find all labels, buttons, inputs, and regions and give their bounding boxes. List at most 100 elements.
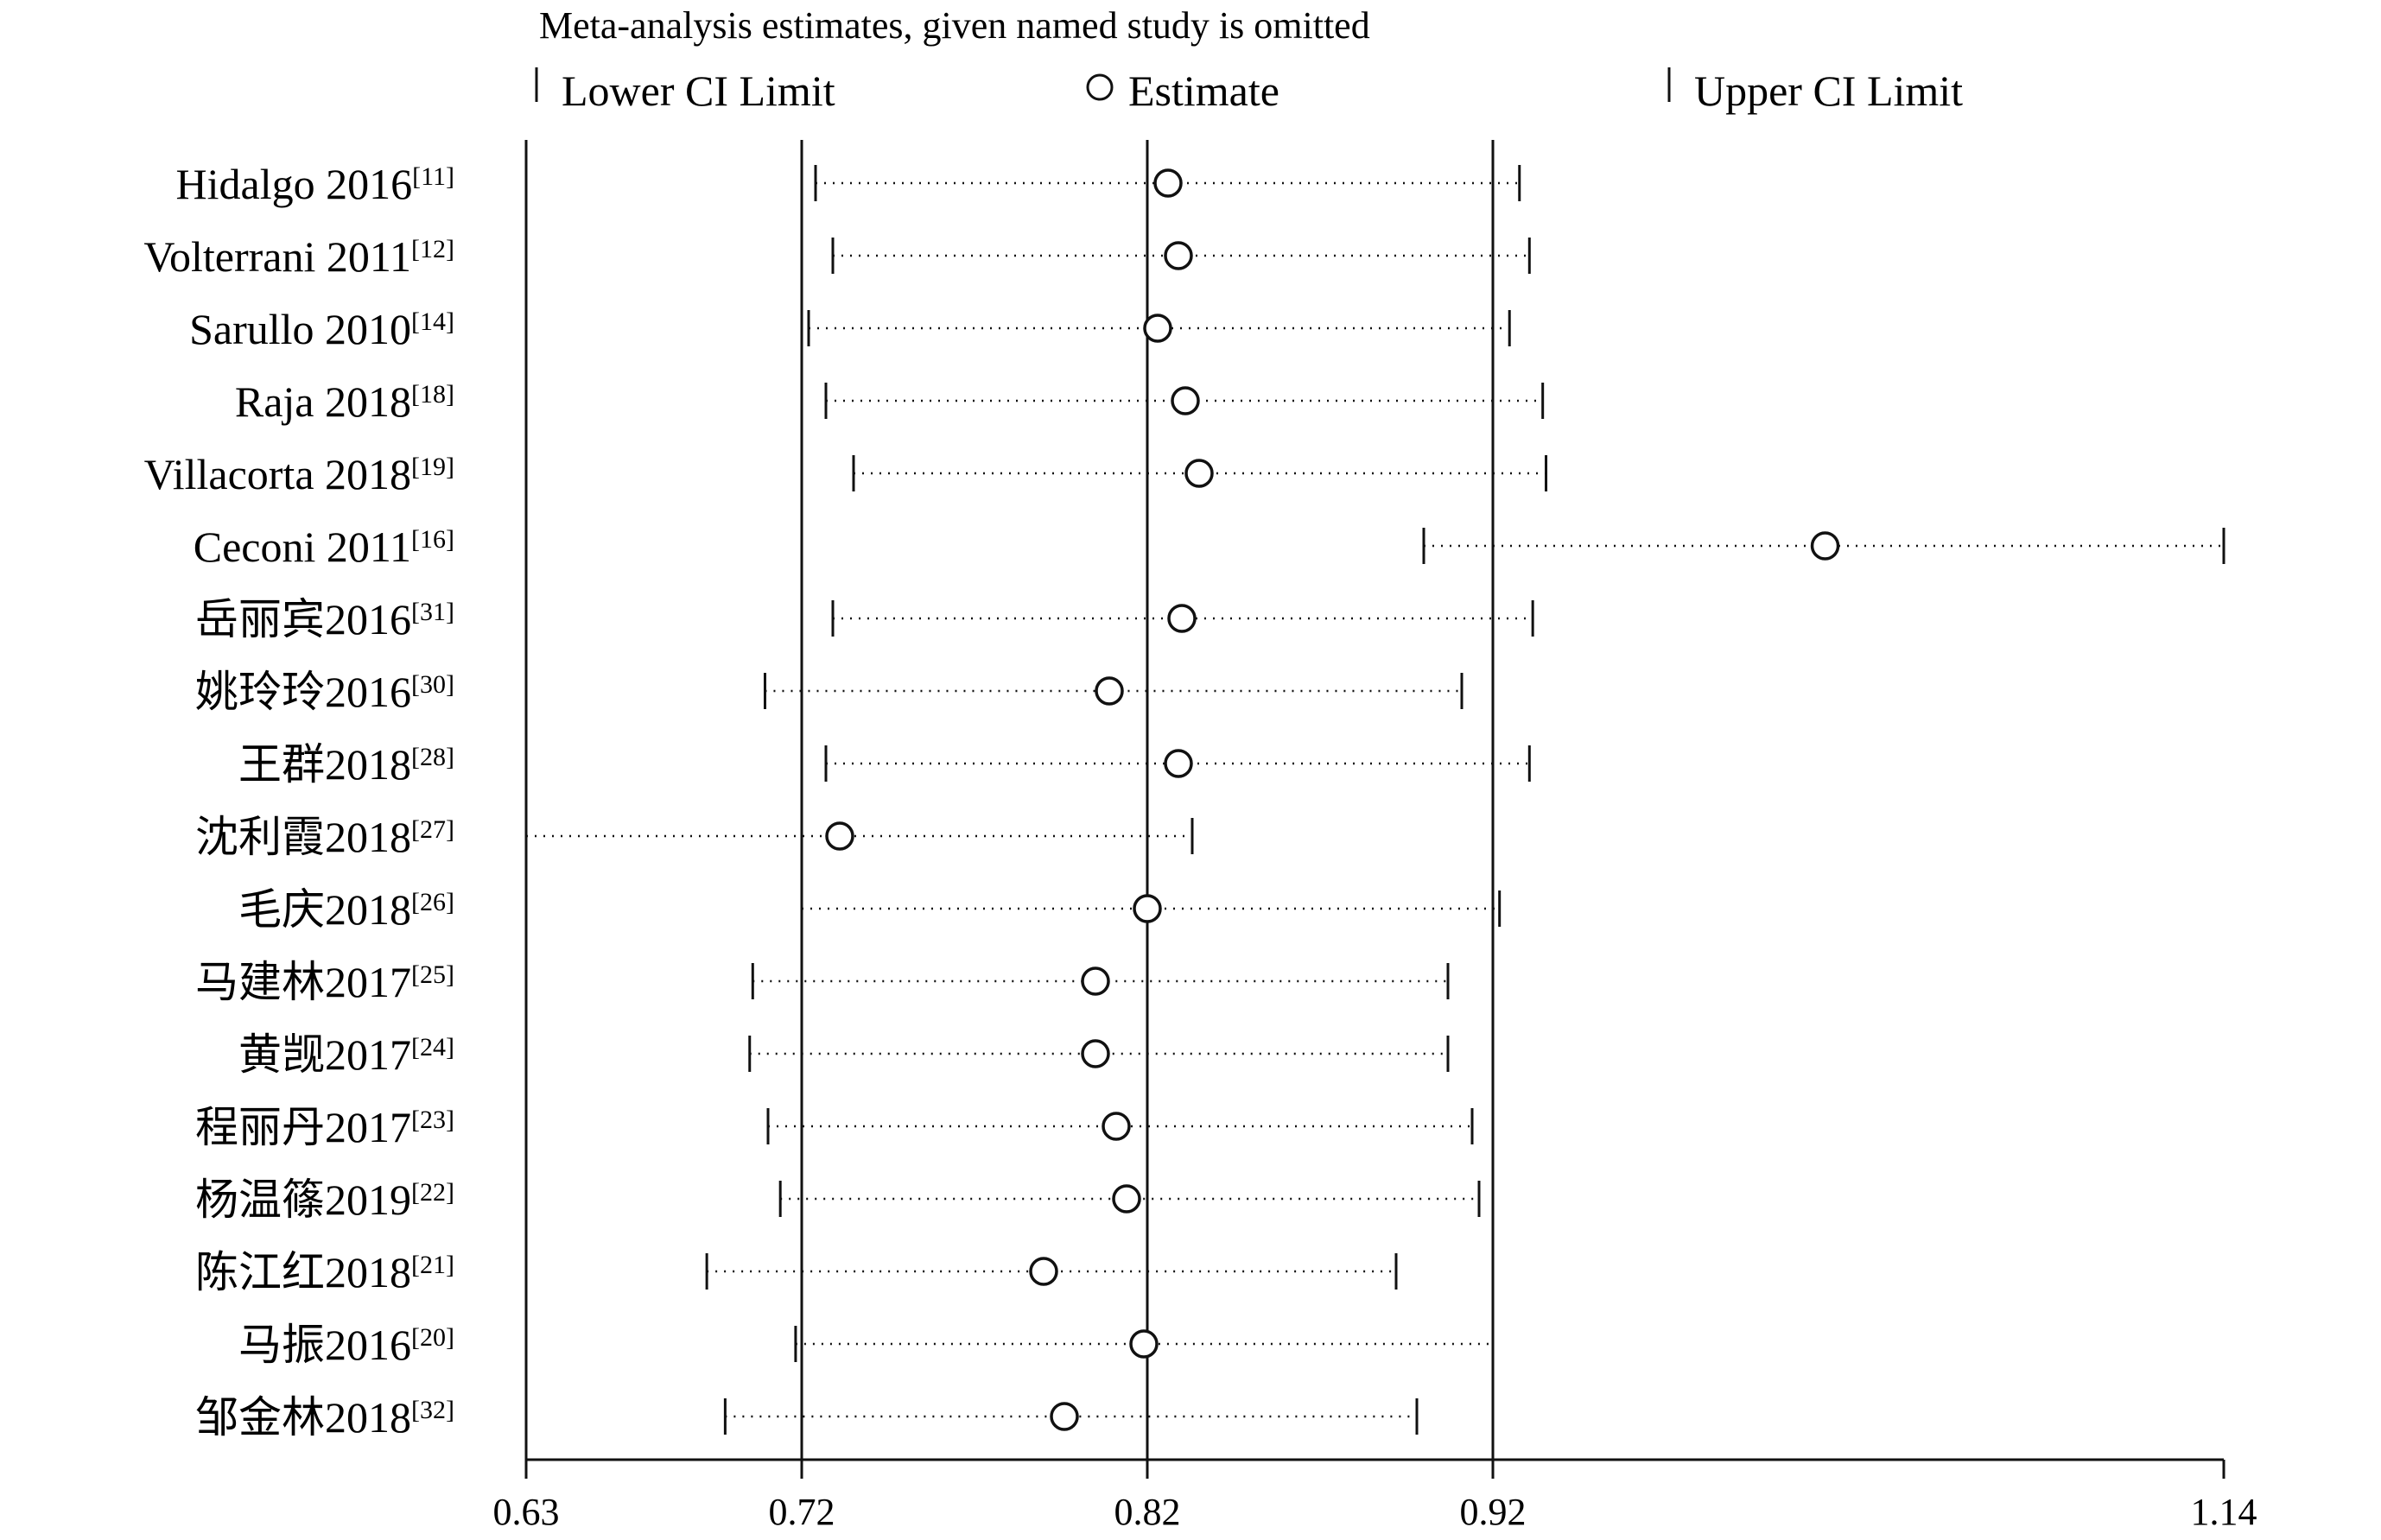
study-label: 王群2018[28] (238, 740, 454, 789)
study-label: 程丽丹2017[23] (195, 1103, 454, 1151)
study-row: Sarullo 2010[14] (189, 305, 1511, 353)
legend-upper-ci-label: Upper CI Limit (1694, 67, 1963, 115)
study-name: Volterrani 2011 (143, 232, 411, 281)
study-reference: [18] (411, 380, 454, 409)
estimate-marker (1133, 894, 1162, 923)
study-name: 程丽丹2017 (195, 1103, 411, 1151)
study-row: 杨温篠2019[22] (195, 1176, 1481, 1224)
study-name: 杨温篠2019 (195, 1176, 411, 1224)
study-label: 杨温篠2019[22] (195, 1176, 454, 1224)
study-row: Villacorta 2018[19] (144, 450, 1548, 498)
study-name: 姚玲玲2016 (195, 668, 411, 716)
study-label: Villacorta 2018[19] (144, 450, 454, 498)
study-row: Raja 2018[18] (235, 377, 1545, 426)
study-row: Ceconi 2011[16] (194, 523, 2225, 571)
study-reference: [23] (411, 1106, 454, 1134)
study-name: Raja 2018 (235, 377, 411, 426)
study-reference: [22] (411, 1178, 454, 1207)
study-name: 沈利霞2018 (195, 813, 411, 861)
study-label: 邹金林2018[32] (195, 1393, 454, 1442)
study-label: 黄觊2017[24] (238, 1030, 454, 1079)
study-row: 邹金林2018[32] (195, 1393, 1419, 1442)
study-name: 陈江红2018 (195, 1248, 411, 1296)
study-reference: [25] (411, 960, 454, 989)
reference-lines (524, 140, 1495, 1460)
study-row: 马建林2017[25] (195, 958, 1450, 1006)
estimate-marker (1081, 1039, 1110, 1068)
study-label: 姚玲玲2016[30] (195, 668, 454, 716)
x-tick-label: 0.72 (769, 1491, 835, 1533)
x-tick-label: 0.82 (1114, 1491, 1181, 1533)
study-label: 马振2016[20] (238, 1321, 454, 1369)
study-name: Hidalgo 2016 (176, 160, 413, 208)
x-tick-label: 1.14 (2191, 1491, 2257, 1533)
estimate-marker (1102, 1112, 1131, 1141)
estimate-marker (1095, 676, 1124, 706)
estimate-marker (1164, 241, 1193, 270)
study-row: 黄觊2017[24] (238, 1030, 1450, 1079)
estimate-marker (825, 821, 854, 851)
x-tick-label: 0.92 (1460, 1491, 1527, 1533)
study-reference: [16] (411, 525, 454, 554)
study-reference: [20] (411, 1323, 454, 1352)
study-reference: [30] (411, 670, 454, 699)
study-label: 岳丽宾2016[31] (195, 595, 454, 643)
estimate-marker (1164, 749, 1193, 778)
study-label: Volterrani 2011[12] (143, 232, 454, 281)
study-row: 马振2016[20] (238, 1321, 1495, 1369)
estimate-marker (1112, 1184, 1141, 1214)
study-name: 马建林2017 (195, 958, 411, 1006)
study-label: 沈利霞2018[27] (195, 813, 454, 861)
study-reference: [32] (411, 1396, 454, 1424)
legend-estimate-label: Estimate (1128, 67, 1279, 115)
study-row: 姚玲玲2016[30] (195, 668, 1464, 716)
study-row: 程丽丹2017[23] (195, 1103, 1474, 1151)
study-name: 岳丽宾2016 (195, 595, 411, 643)
study-row: Hidalgo 2016[11] (176, 160, 1521, 208)
study-row: Volterrani 2011[12] (143, 232, 1531, 281)
study-reference: [12] (411, 235, 454, 263)
estimate-marker (1184, 459, 1214, 488)
estimate-marker (1153, 168, 1183, 198)
study-name: Villacorta 2018 (144, 450, 411, 498)
estimate-marker (1050, 1402, 1079, 1431)
estimate-marker (1171, 386, 1200, 415)
study-row: 岳丽宾2016[31] (195, 595, 1534, 643)
study-row: 王群2018[28] (238, 740, 1531, 789)
x-axis: 0.63 0.72 0.82 0.92 1.14 (493, 1458, 2257, 1533)
study-label: Sarullo 2010[14] (189, 305, 454, 353)
x-tick-label: 0.63 (493, 1491, 560, 1533)
study-reference: [27] (411, 815, 454, 844)
study-name: Sarullo 2010 (189, 305, 411, 353)
study-label: Raja 2018[18] (235, 377, 454, 426)
study-row: 毛庆2018[26] (238, 885, 1502, 934)
estimate-marker (1081, 966, 1110, 996)
study-reference: [11] (412, 162, 454, 191)
study-reference: [14] (411, 307, 454, 336)
study-rows: Hidalgo 2016[11] Volterrani 2011[12] Sarul… (143, 160, 2225, 1442)
legend: Lower CI Limit Estimate Upper CI Limit (535, 67, 1963, 115)
study-reference: [21] (411, 1251, 454, 1279)
study-name: 马振2016 (238, 1321, 411, 1369)
study-label: 毛庆2018[26] (238, 885, 454, 934)
study-name: 黄觊2017 (238, 1030, 411, 1079)
study-row: 沈利霞2018[27] (195, 813, 1194, 861)
chart-title: Meta-analysis estimates, given named stu… (539, 4, 1370, 47)
study-reference: [31] (411, 598, 454, 626)
estimate-marker (1143, 314, 1172, 343)
study-reference: [19] (411, 453, 454, 481)
study-reference: [26] (411, 888, 454, 916)
study-row: 陈江红2018[21] (195, 1248, 1398, 1296)
estimate-marker (1129, 1329, 1159, 1359)
legend-estimate-marker (1086, 73, 1114, 101)
study-label: 马建林2017[25] (195, 958, 454, 1006)
study-reference: [28] (411, 743, 454, 771)
study-name: Ceconi 2011 (194, 523, 411, 571)
estimate-marker (1810, 531, 1840, 561)
study-reference: [24] (411, 1033, 454, 1062)
estimate-marker (1167, 604, 1197, 633)
study-name: 邹金林2018 (195, 1393, 411, 1442)
study-label: 陈江红2018[21] (195, 1248, 454, 1296)
study-label: Ceconi 2011[16] (194, 523, 454, 571)
